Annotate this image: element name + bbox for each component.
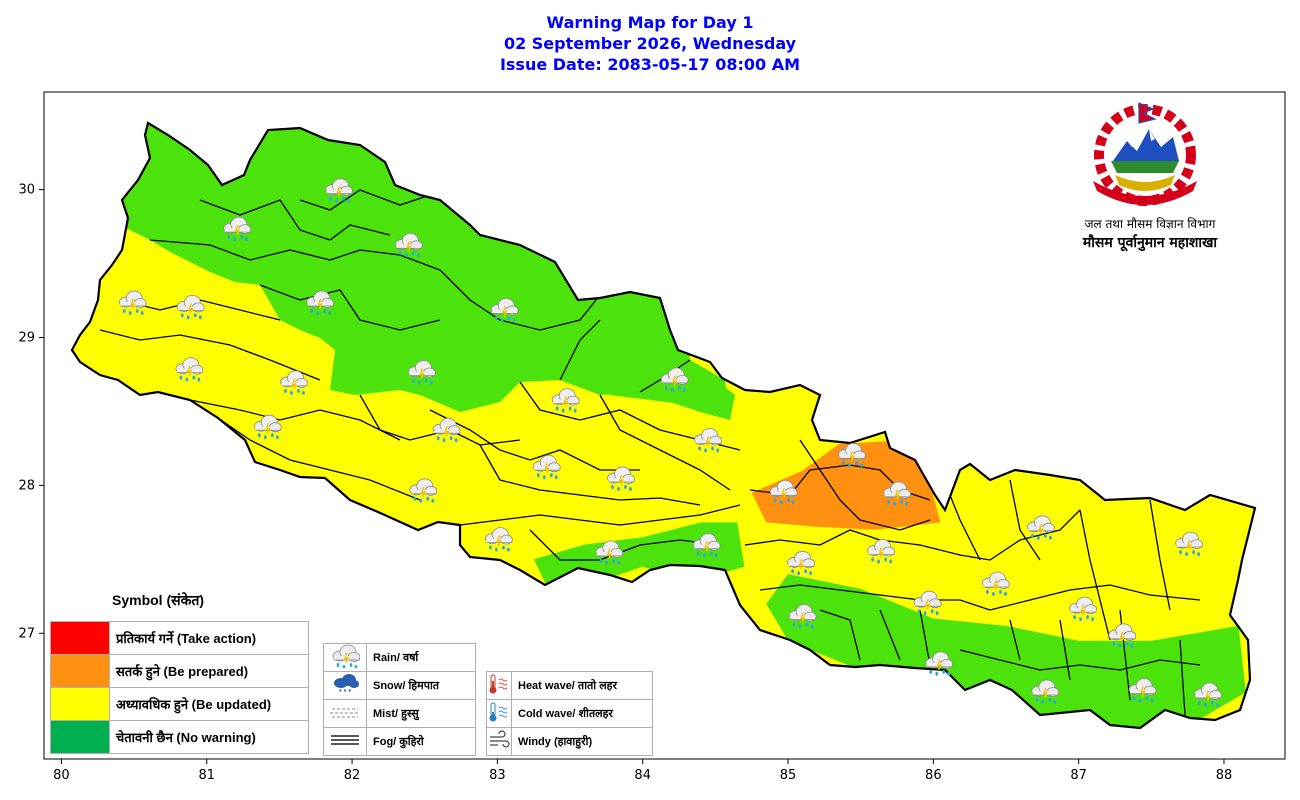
x-tick-label: 87 [1070,768,1087,783]
x-tick-label: 81 [198,768,215,783]
district-boundary [989,584,1201,611]
legend-symbol-label: Fog/ कुहिरो [366,727,476,756]
government-emblem-logo [1093,102,1197,206]
legend-title: Symbol (संकेत) [112,592,204,608]
legend-weather-symbols: Rain/ वर्षा * * * Snow/ हिमपात Mist/ हुस… [323,643,476,756]
legend-symbol-label: Snow/ हिमपात [366,671,476,700]
district-boundary [744,529,961,556]
district-boundary [429,409,640,471]
cold-wave-icon [486,699,512,728]
district-boundary [819,609,931,666]
legend-symbol-row: * * * Snow/ हिमपात [323,671,476,700]
rain-icon [323,643,367,672]
district-boundary [1079,499,1171,641]
legend-hazard-row: Heat wave/ तातो लहर [486,671,653,700]
zone-green-gorkha [575,290,730,420]
x-tick-label: 88 [1216,768,1233,783]
legend-hazard-label: Windy (हावाहुरी) [511,727,653,756]
legend-hazard-symbols: Heat wave/ तातो लहर Cold wave/ शीतलहर Wi… [486,671,653,756]
district-boundary [1009,609,1186,716]
x-tick-label: 80 [53,768,70,783]
district-boundary [599,394,731,491]
zone-green-east [766,574,1246,728]
svg-text:* * *: * * * [339,689,351,696]
legend-hazard-row: Windy (हावाहुरी) [486,727,653,756]
legend-level-label: सतर्क हुने (Be prepared) [109,654,309,688]
legend-swatch-orange [50,654,110,688]
y-tick-label: 27 [18,626,35,641]
x-tick-label: 83 [489,768,506,783]
legend-swatch-green [50,720,110,754]
legend-level-row: सतर्क हुने (Be prepared) [50,654,309,688]
legend-level-label: चेतावनी छैन (No warning) [109,720,309,754]
axis-ticks: 80 81 82 83 84 85 86 87 88 27 28 29 30 [18,183,1232,783]
district-boundaries [99,189,1201,716]
district-boundary [959,649,1201,671]
district-boundary [199,199,391,241]
x-tick-label: 82 [344,768,361,783]
legend-symbol-label: Mist/ हुस्सु [366,699,476,728]
x-tick-label: 85 [780,768,797,783]
x-tick-label: 84 [634,768,651,783]
heat-wave-icon [486,671,512,700]
country-border [70,121,1257,730]
legend-symbol-row: Fog/ कुहिरो [323,727,476,756]
legend-level-label: अध्यावधिक हुने (Be updated) [109,687,309,721]
legend-symbol-label: Rain/ वर्षा [366,643,476,672]
y-tick-label: 29 [18,331,35,346]
logo-division-name: मौसम पूर्वानुमान महाशाखा [1082,235,1218,251]
legend-swatch-red [50,621,110,655]
nepal-country [70,121,1257,730]
legend-swatch-yellow [50,687,110,721]
district-boundary [959,509,1081,561]
title-line-3: Issue Date: 2083-05-17 08:00 AM [499,55,801,74]
district-boundary [259,284,441,331]
map-title: Warning Map for Day 1 02 September 2026,… [0,12,1300,75]
district-boundary [149,239,441,271]
district-boundary [439,269,601,331]
district-boundary [459,504,741,526]
legend-symbol-row: Rain/ वर्षा [323,643,476,672]
legend-level-row: चेतावनी छैन (No warning) [50,720,309,754]
legend-hazard-label: Cold wave/ शीतलहर [511,699,653,728]
legend-hazard-row: Cold wave/ शीतलहर [486,699,653,728]
y-tick-label: 30 [18,183,35,198]
legend-level-label: प्रतिकार्य गर्ने (Take action) [109,621,309,655]
legend-level-row: प्रतिकार्य गर्ने (Take action) [50,621,309,655]
district-boundary [217,417,421,501]
snow-icon: * * * [323,671,367,700]
district-boundary [479,444,701,506]
fog-icon [323,727,367,756]
district-boundary [759,584,991,611]
district-boundary [799,439,931,531]
zone-orange-central [751,441,941,530]
title-line-2: 02 September 2026, Wednesday [503,34,797,53]
district-boundary [299,189,431,211]
legend-level-row: अध्यावधिक हुने (Be updated) [50,687,309,721]
mist-icon [323,699,367,728]
legend-symbol-row: Mist/ हुस्सु [323,699,476,728]
district-boundary [559,319,691,393]
title-line-1: Warning Map for Day 1 [546,13,754,32]
y-tick-label: 28 [18,478,35,493]
legend-hazard-label: Heat wave/ तातो लहर [511,671,653,700]
district-boundary [99,329,321,381]
logo-department-name: जल तथा मौसम विज्ञान विभाग [1084,217,1216,231]
legend-warning-levels: प्रतिकार्य गर्ने (Take action) सतर्क हुन… [50,621,309,754]
district-boundary [359,394,521,446]
windy-icon [486,727,512,756]
x-tick-label: 86 [925,768,942,783]
